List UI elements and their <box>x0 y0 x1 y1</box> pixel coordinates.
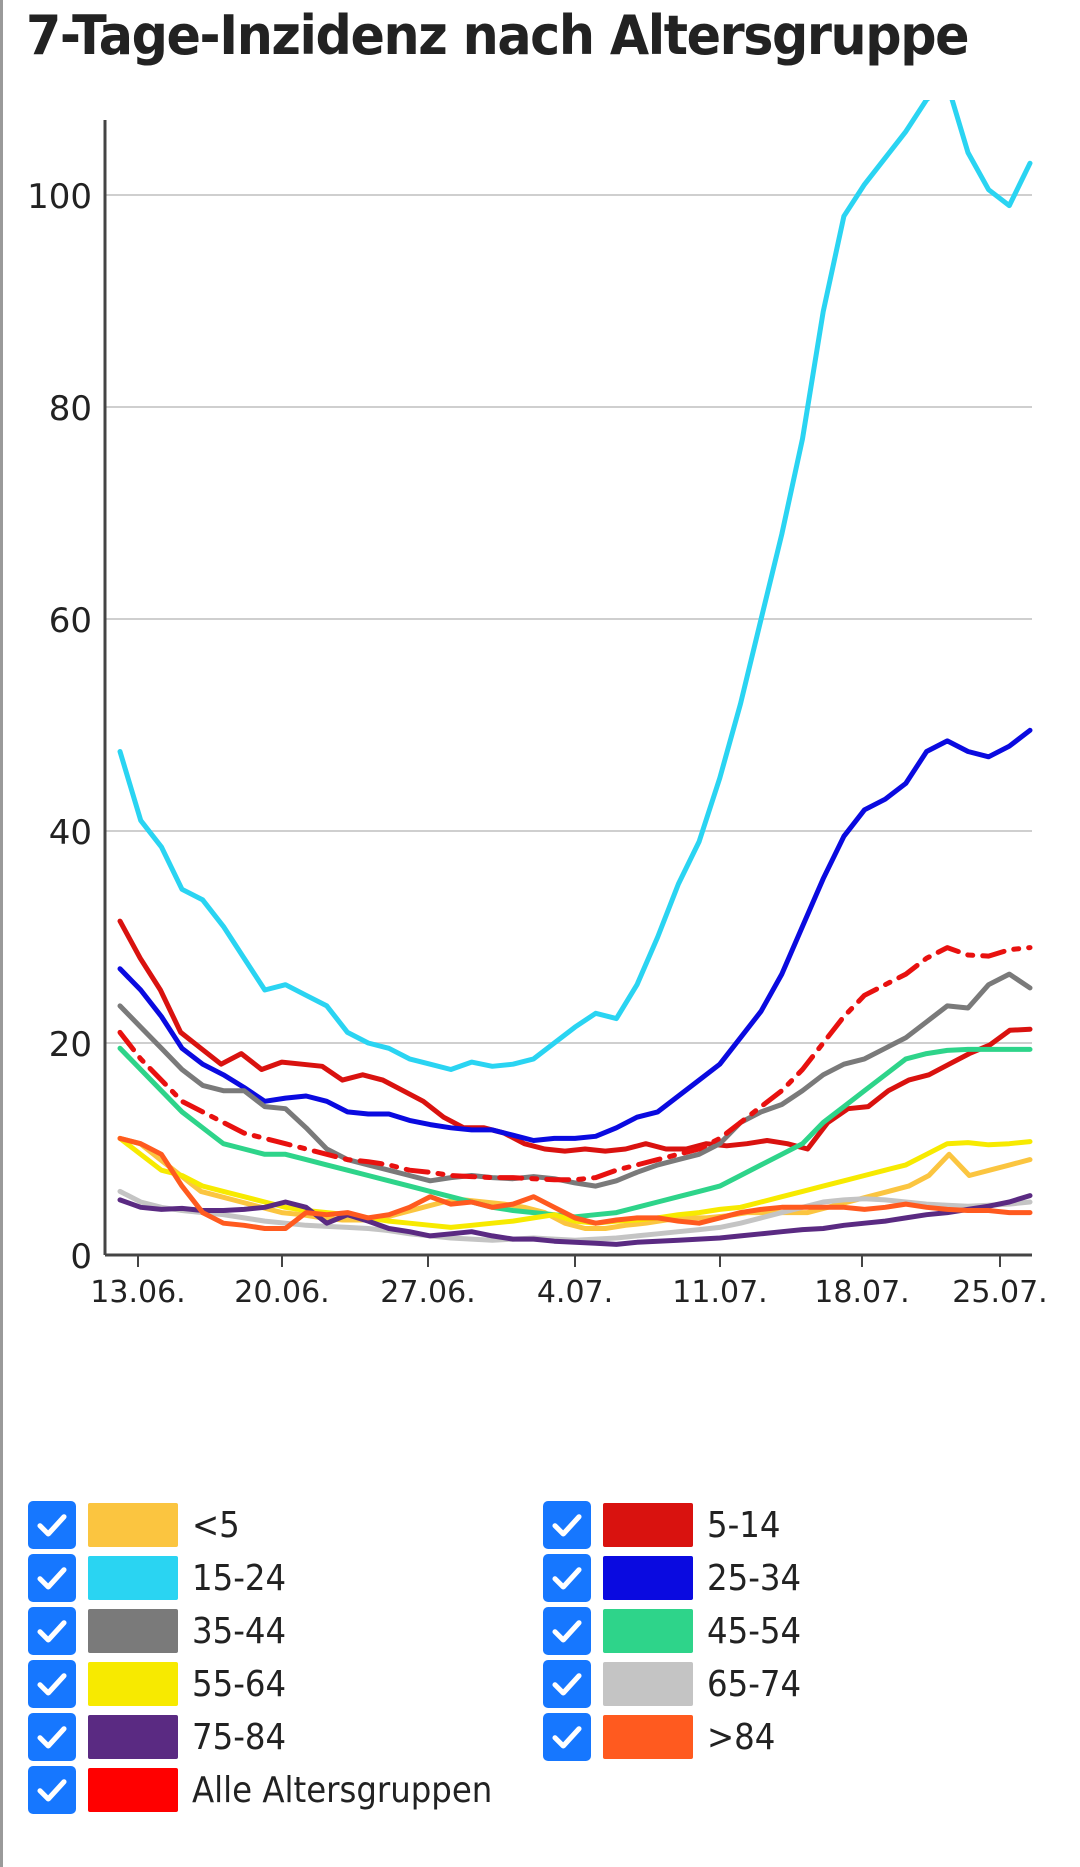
x-tick-label: 11.07. <box>672 1275 767 1310</box>
checkbox-checked-icon[interactable] <box>543 1501 591 1549</box>
legend-item[interactable]: 25-34 <box>543 1553 801 1603</box>
legend-swatch <box>603 1609 693 1653</box>
legend-label: 75-84 <box>192 1716 287 1758</box>
legend-label: 35-44 <box>192 1610 287 1652</box>
series-line-8 <box>117 1193 1033 1247</box>
legend-swatch <box>88 1556 178 1600</box>
legend: <5 5-14 15-24 25-34 35-44 45-54 55-64 65-74 75-8… <box>28 1500 1068 1860</box>
y-tick-label: 100 <box>27 177 92 217</box>
legend-label: 15-24 <box>192 1557 287 1599</box>
x-tick-label: 4.07. <box>537 1275 613 1310</box>
left-border <box>0 0 3 1867</box>
x-tick-label: 20.06. <box>234 1275 329 1310</box>
legend-swatch <box>88 1715 178 1759</box>
x-tick-label: 27.06. <box>380 1275 475 1310</box>
series-line-0 <box>117 1135 1033 1231</box>
legend-item[interactable]: <5 <box>28 1500 240 1550</box>
checkbox-checked-icon[interactable] <box>543 1607 591 1655</box>
legend-swatch <box>603 1503 693 1547</box>
legend-item[interactable]: >84 <box>543 1712 775 1762</box>
checkbox-checked-icon[interactable] <box>543 1660 591 1708</box>
legend-label: 65-74 <box>707 1663 802 1705</box>
legend-swatch <box>88 1768 178 1812</box>
series-line-10 <box>117 945 1033 1183</box>
legend-item[interactable]: 35-44 <box>28 1606 286 1656</box>
legend-item[interactable]: 55-64 <box>28 1659 286 1709</box>
legend-swatch <box>88 1662 178 1706</box>
checkbox-checked-icon[interactable] <box>28 1713 76 1761</box>
series-line-2 <box>117 100 1033 1072</box>
legend-label: 25-34 <box>707 1557 802 1599</box>
legend-item[interactable]: 45-54 <box>543 1606 801 1656</box>
series-line-1 <box>117 918 1033 1154</box>
checkbox-checked-icon[interactable] <box>28 1501 76 1549</box>
legend-label: 45-54 <box>707 1610 802 1652</box>
legend-label: >84 <box>707 1716 776 1758</box>
legend-swatch <box>603 1556 693 1600</box>
legend-label: <5 <box>192 1504 240 1546</box>
legend-label: Alle Altersgruppen <box>192 1769 493 1811</box>
y-tick-label: 40 <box>49 813 92 853</box>
y-tick-label: 60 <box>49 601 92 641</box>
legend-item[interactable]: 15-24 <box>28 1553 286 1603</box>
checkbox-checked-icon[interactable] <box>28 1766 76 1814</box>
legend-item[interactable]: Alle Altersgruppen <box>28 1765 492 1815</box>
legend-swatch <box>603 1662 693 1706</box>
x-tick-label: 13.06. <box>90 1275 185 1310</box>
y-tick-label: 20 <box>49 1025 92 1065</box>
series-line-3 <box>117 727 1033 1143</box>
chart-title: 7-Tage-Inzidenz nach Altersgruppe <box>26 4 970 67</box>
series-line-4 <box>117 971 1033 1189</box>
legend-swatch <box>88 1609 178 1653</box>
legend-label: 55-64 <box>192 1663 287 1705</box>
legend-swatch <box>88 1503 178 1547</box>
y-tick-label: 0 <box>70 1237 92 1277</box>
checkbox-checked-icon[interactable] <box>28 1607 76 1655</box>
line-chart: 0 20 40 60 80 100 13.06. 20.06. 27.06. 4.07. 11.07… <box>27 100 1048 1310</box>
checkbox-checked-icon[interactable] <box>543 1554 591 1602</box>
checkbox-checked-icon[interactable] <box>28 1554 76 1602</box>
legend-item[interactable]: 65-74 <box>543 1659 801 1709</box>
checkbox-checked-icon[interactable] <box>543 1713 591 1761</box>
legend-item[interactable]: 75-84 <box>28 1712 286 1762</box>
y-tick-label: 80 <box>49 389 92 429</box>
x-tick-label: 25.07. <box>952 1275 1047 1310</box>
checkbox-checked-icon[interactable] <box>28 1660 76 1708</box>
legend-swatch <box>603 1715 693 1759</box>
legend-label: 5-14 <box>707 1504 781 1546</box>
x-tick-label: 18.07. <box>814 1275 909 1310</box>
series-line-9 <box>117 1135 1033 1231</box>
legend-item[interactable]: 5-14 <box>543 1500 781 1550</box>
